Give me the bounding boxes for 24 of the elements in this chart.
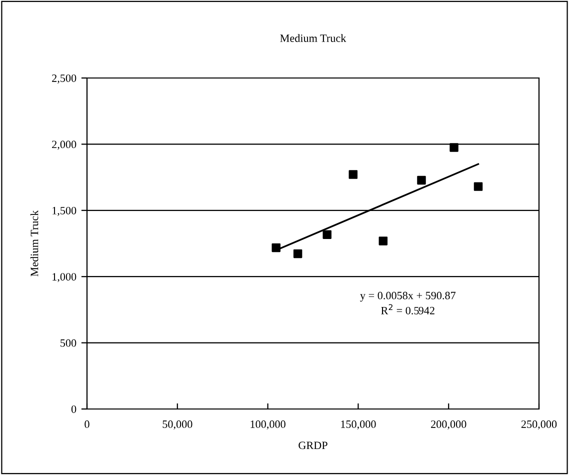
y-tick-label: 500 <box>60 339 76 347</box>
point <box>450 143 458 152</box>
point <box>348 170 358 179</box>
point <box>378 236 388 246</box>
y-tick-label: 2,500 <box>52 74 76 84</box>
point <box>293 249 302 258</box>
y-tick-label: 0 <box>71 405 76 413</box>
x-tick-label: 100,000 <box>250 420 286 430</box>
x-tick-label: 250,000 <box>521 420 557 430</box>
point <box>272 243 280 252</box>
x-tick-label: 50,000 <box>162 420 192 430</box>
y-axis-title: Medium Truck <box>30 210 38 276</box>
y-tick-label: 1,500 <box>52 206 76 216</box>
x-axis-title: GRDP <box>298 442 328 450</box>
point <box>322 230 332 239</box>
x-tick-label: 150,000 <box>341 420 376 430</box>
y-tick-label: 1,000 <box>52 273 76 282</box>
x-tick-label: 200,000 <box>431 420 466 430</box>
x-tick-label: 0 <box>84 420 90 428</box>
point <box>474 182 483 191</box>
annotation: y = 0.0058x + 590.87 R$^{2}$ = 0.5942 <box>360 292 456 314</box>
point <box>417 176 426 185</box>
y-tick-label: 2,000 <box>52 140 76 150</box>
chart-title: Medium Truck <box>280 34 346 42</box>
